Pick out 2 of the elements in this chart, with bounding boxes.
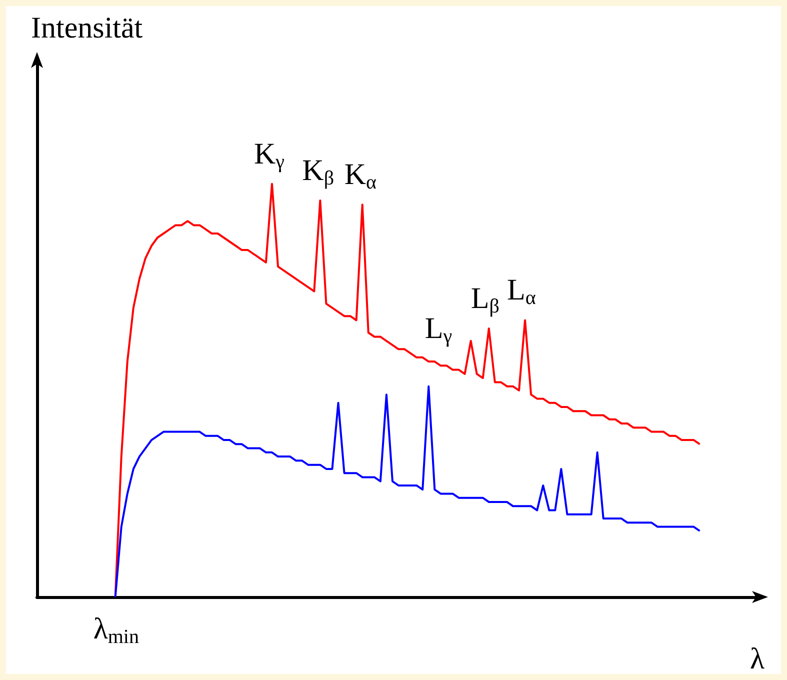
x-axis-title: λ bbox=[750, 642, 765, 676]
y-axis-title: Intensität bbox=[31, 12, 144, 44]
